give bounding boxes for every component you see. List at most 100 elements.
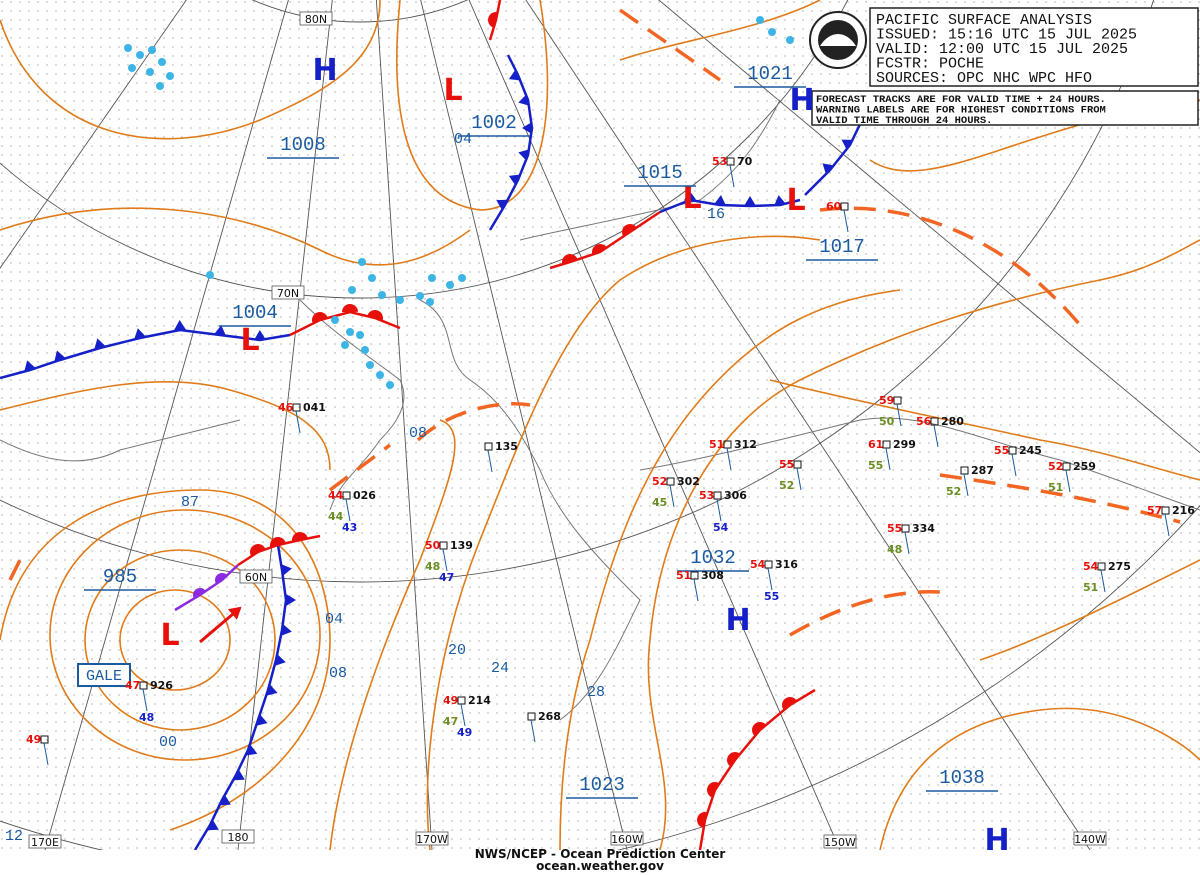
station-pressure: 316 <box>775 558 798 571</box>
station-temperature: 55 <box>779 458 794 471</box>
graticule-label: 80N <box>305 13 327 26</box>
station-pressure: 275 <box>1108 560 1131 573</box>
pressure-center-value: 1032 <box>690 547 736 569</box>
graticule-label-box <box>610 831 644 846</box>
station-dewpoint: 52 <box>779 479 794 492</box>
precipitation <box>124 16 794 389</box>
station-value: 43 <box>342 521 357 534</box>
pressure-center-symbol: H <box>725 603 750 638</box>
station-pressure: 312 <box>734 438 757 451</box>
isobar-label: 08 <box>329 665 347 682</box>
station-pressure: 135 <box>495 440 518 453</box>
station-value: 48 <box>139 711 154 724</box>
warning-label: GALE <box>86 668 122 685</box>
isobar-label: 08 <box>409 425 427 442</box>
station-value: 54 <box>713 521 729 534</box>
pressure-center-symbol: L <box>786 183 805 218</box>
coastline <box>0 99 1200 721</box>
wind-barb <box>933 424 939 448</box>
isobar-label: 16 <box>707 206 725 223</box>
station-temperature: 51 <box>676 569 691 582</box>
pressure-center-symbol: L <box>443 73 462 108</box>
wind-barb <box>843 209 849 233</box>
graticule-label: 170E <box>31 836 59 849</box>
station-temperature: 49 <box>26 733 41 746</box>
wind-barb <box>142 688 148 712</box>
station-dewpoint: 55 <box>868 459 883 472</box>
station-temperature: 52 <box>1048 460 1063 473</box>
footer-line: ocean.weather.gov <box>536 859 664 873</box>
wind-barb <box>767 567 773 591</box>
pressure-center-symbol: L <box>160 618 179 653</box>
station-dewpoint: 51 <box>1048 481 1063 494</box>
graticule-label: 70N <box>277 287 299 300</box>
pressure-center-value: 1004 <box>232 302 278 324</box>
pressure-center-value: 1023 <box>579 774 625 796</box>
station-temperature: 50 <box>425 539 441 552</box>
graticule-label-box <box>239 569 273 584</box>
graticule-label: 60N <box>245 571 267 584</box>
station-temperature: 55 <box>887 522 902 535</box>
isobar-label: 87 <box>181 494 199 511</box>
warning-box <box>77 663 131 687</box>
station-pressure: 280 <box>941 415 964 428</box>
notice-line: FORECAST TRACKS ARE FOR VALID TIME + 24 … <box>816 94 1106 106</box>
graticule-label: 180 <box>228 831 249 844</box>
pressure-center-value: 1017 <box>819 236 865 258</box>
station-dewpoint: 48 <box>887 543 902 556</box>
station-pressure: 334 <box>912 522 935 535</box>
noaa-logo <box>809 11 867 69</box>
station-pressure: 259 <box>1073 460 1096 473</box>
wind-barb <box>963 473 969 497</box>
pressure-center-symbol: H <box>984 823 1009 858</box>
station-dewpoint: 51 <box>1083 581 1098 594</box>
wind-barb <box>726 447 732 471</box>
station-pressure: 299 <box>893 438 916 451</box>
pressure-center-value: 985 <box>103 566 137 588</box>
station-temperature: 53 <box>699 489 714 502</box>
station-pressure: 306 <box>724 489 747 502</box>
graticule-label-box <box>415 831 449 846</box>
graticule-label-box <box>271 285 305 300</box>
isobar-label: 04 <box>325 611 343 628</box>
wind-barb <box>1011 453 1017 477</box>
notice-box <box>811 90 1199 126</box>
pressure-center-symbol: H <box>789 83 814 118</box>
wind-barb <box>693 578 699 602</box>
header-line: SOURCES: OPC NHC WPC HFO <box>876 70 1092 87</box>
station-pressure: 268 <box>538 710 561 723</box>
station-temperature: 57 <box>1147 504 1162 517</box>
isobar-label: 20 <box>448 642 466 659</box>
station-temperature: 60 <box>826 200 842 213</box>
pressure-center-value: 1008 <box>280 134 326 156</box>
wind-barb <box>460 703 466 727</box>
station-dewpoint: 52 <box>946 485 961 498</box>
station-temperature: 46 <box>278 401 294 414</box>
graticule-label-box <box>299 11 333 26</box>
footer-band <box>0 850 1200 875</box>
footer-line: NWS/NCEP - Ocean Prediction Center <box>475 847 726 861</box>
isobar-label: 00 <box>159 734 177 751</box>
station-dewpoint: 45 <box>652 496 667 509</box>
wind-barb <box>796 467 802 491</box>
header-box <box>869 7 1199 87</box>
station-pressure: 216 <box>1172 504 1195 517</box>
station-pressure: 308 <box>701 569 724 582</box>
station-pressure: 214 <box>468 694 491 707</box>
wind-barb <box>729 164 735 188</box>
wind-barb <box>1164 513 1170 537</box>
station-pressure: 926 <box>150 679 173 692</box>
troughs <box>8 8 1181 637</box>
station-temperature: 49 <box>443 694 458 707</box>
header-line: PACIFIC SURFACE ANALYSIS <box>876 12 1092 29</box>
station-dewpoint: 44 <box>328 510 344 523</box>
wind-barb <box>669 484 675 508</box>
isobar-label: 12 <box>5 828 23 845</box>
graticule-label: 150W <box>824 836 856 849</box>
station-dewpoint: 50 <box>879 415 895 428</box>
graticule-label: 160W <box>611 833 643 846</box>
wind-barb <box>1100 569 1106 593</box>
header-line: ISSUED: 15:16 UTC 15 JUL 2025 <box>876 27 1137 44</box>
